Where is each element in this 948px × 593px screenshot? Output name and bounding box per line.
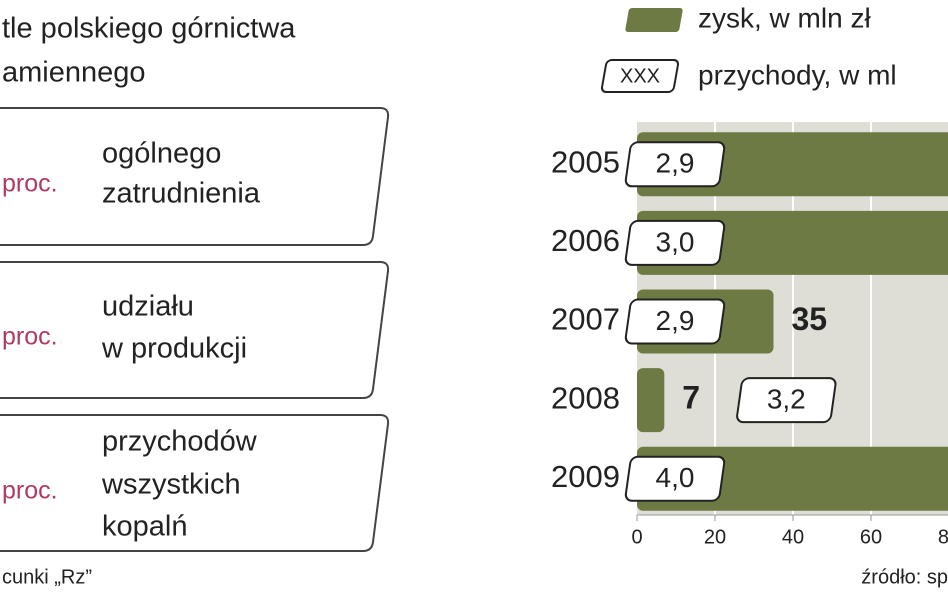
legend-swatch — [625, 8, 683, 32]
box-text: ogólnego — [102, 138, 221, 170]
x-tick-label: 60 — [860, 526, 882, 548]
revenue-label: 2,9 — [656, 148, 695, 179]
bar-value-label: 35 — [792, 301, 828, 337]
revenue-box — [624, 455, 726, 502]
revenue-label: 3,2 — [767, 383, 806, 414]
revenue-label: 4,0 — [656, 462, 695, 493]
box-text: zatrudnienia — [102, 178, 261, 210]
info-box — [0, 414, 390, 552]
bar-value-label: 7 — [682, 380, 700, 416]
box-text: wszystkich — [101, 469, 241, 501]
revenue-label: 3,0 — [656, 226, 695, 257]
revenue-box — [624, 219, 726, 266]
unit: proc. — [2, 323, 58, 351]
x-tick-label: 20 — [704, 526, 726, 548]
panel-title: amiennego — [2, 57, 146, 89]
unit: proc. — [2, 170, 58, 198]
y-tick-label: 2006 — [551, 223, 620, 258]
box-text: w produkcji — [101, 333, 247, 365]
info-box — [0, 261, 390, 399]
legend-sample: XXX — [620, 65, 660, 87]
revenue-box — [736, 377, 837, 424]
x-tick-label: 40 — [782, 526, 804, 548]
y-tick-label: 2007 — [551, 302, 620, 337]
y-tick-label: 2005 — [551, 144, 620, 179]
legend-label: przychody, w ml — [698, 59, 897, 90]
y-tick-label: 2009 — [551, 459, 620, 494]
info-box — [0, 107, 390, 246]
box-text: kopalń — [102, 511, 187, 543]
legend-label: zysk, w mln zł — [698, 2, 871, 33]
bar — [637, 368, 665, 433]
revenue-box — [624, 141, 726, 188]
revenue-label: 2,9 — [656, 305, 695, 336]
x-tick-label: 80 — [938, 526, 948, 548]
left-panel: tle polskiego górnictwa amiennego proc. … — [0, 13, 390, 588]
box-text: przychodów — [102, 426, 258, 458]
source: źródło: sp — [861, 566, 948, 588]
x-tick-label: 0 — [631, 526, 642, 548]
unit: proc. — [2, 477, 58, 505]
box-text: udziału — [102, 291, 194, 323]
revenue-box — [624, 298, 726, 345]
y-tick-label: 2008 — [551, 380, 620, 415]
footer: cunki „Rz” — [2, 566, 92, 588]
panel-title: tle polskiego górnictwa — [2, 13, 296, 45]
legend-box — [600, 59, 680, 93]
